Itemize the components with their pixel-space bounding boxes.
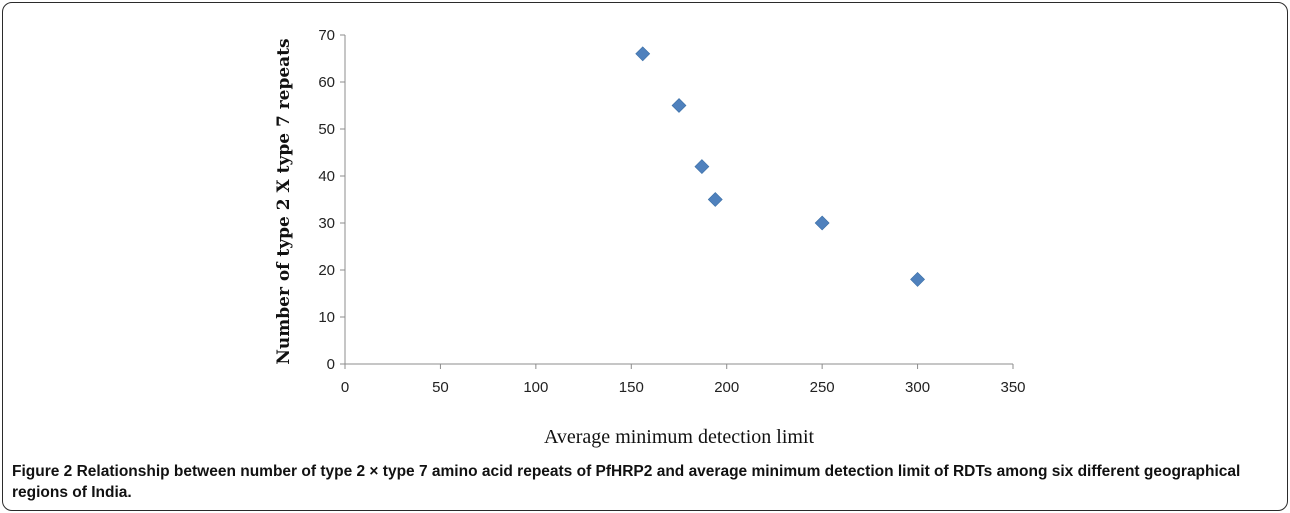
y-tick-label: 70 [318, 27, 335, 44]
y-tick-label: 60 [318, 74, 335, 91]
x-tick-label: 350 [1000, 379, 1025, 396]
x-tick-labels: 0 50 100 150 200 250 300 350 [341, 379, 1026, 396]
scatter-chart: 0 50 100 150 200 250 300 350 0 10 20 30 40 50 60 70 Av… [274, 27, 1026, 448]
x-tick-label: 250 [810, 379, 835, 396]
y-axis-title: Number of type 2 X type 7 repeats [274, 38, 294, 364]
figure-label: Figure 2 [12, 463, 73, 480]
data-point [671, 98, 687, 113]
x-tick-label: 100 [523, 379, 548, 396]
axes [340, 34, 1014, 369]
data-point [814, 215, 830, 231]
y-tick-label: 50 [318, 121, 335, 138]
x-tick-label: 300 [905, 379, 930, 396]
data-point [910, 271, 925, 287]
data-point [635, 46, 651, 62]
y-tick-label: 10 [318, 309, 335, 326]
figure-caption: Figure 2 Relationship between number of … [12, 461, 1282, 503]
data-points [635, 46, 925, 287]
y-tick-label: 0 [327, 356, 335, 373]
y-tick-label: 30 [318, 215, 335, 232]
caption-text: Relationship between number of type 2 × … [12, 463, 1241, 501]
x-tick-label: 150 [619, 379, 644, 396]
x-tick-label: 50 [432, 379, 449, 396]
y-tick-label: 40 [318, 168, 335, 185]
data-point [707, 192, 723, 207]
y-tick-labels: 0 10 20 30 40 50 60 70 [318, 27, 335, 373]
x-tick-label: 200 [714, 379, 739, 396]
x-axis-title: Average minimum detection limit [544, 426, 815, 448]
y-tick-label: 20 [318, 262, 335, 279]
x-tick-label: 0 [341, 379, 349, 396]
data-point [694, 159, 710, 175]
